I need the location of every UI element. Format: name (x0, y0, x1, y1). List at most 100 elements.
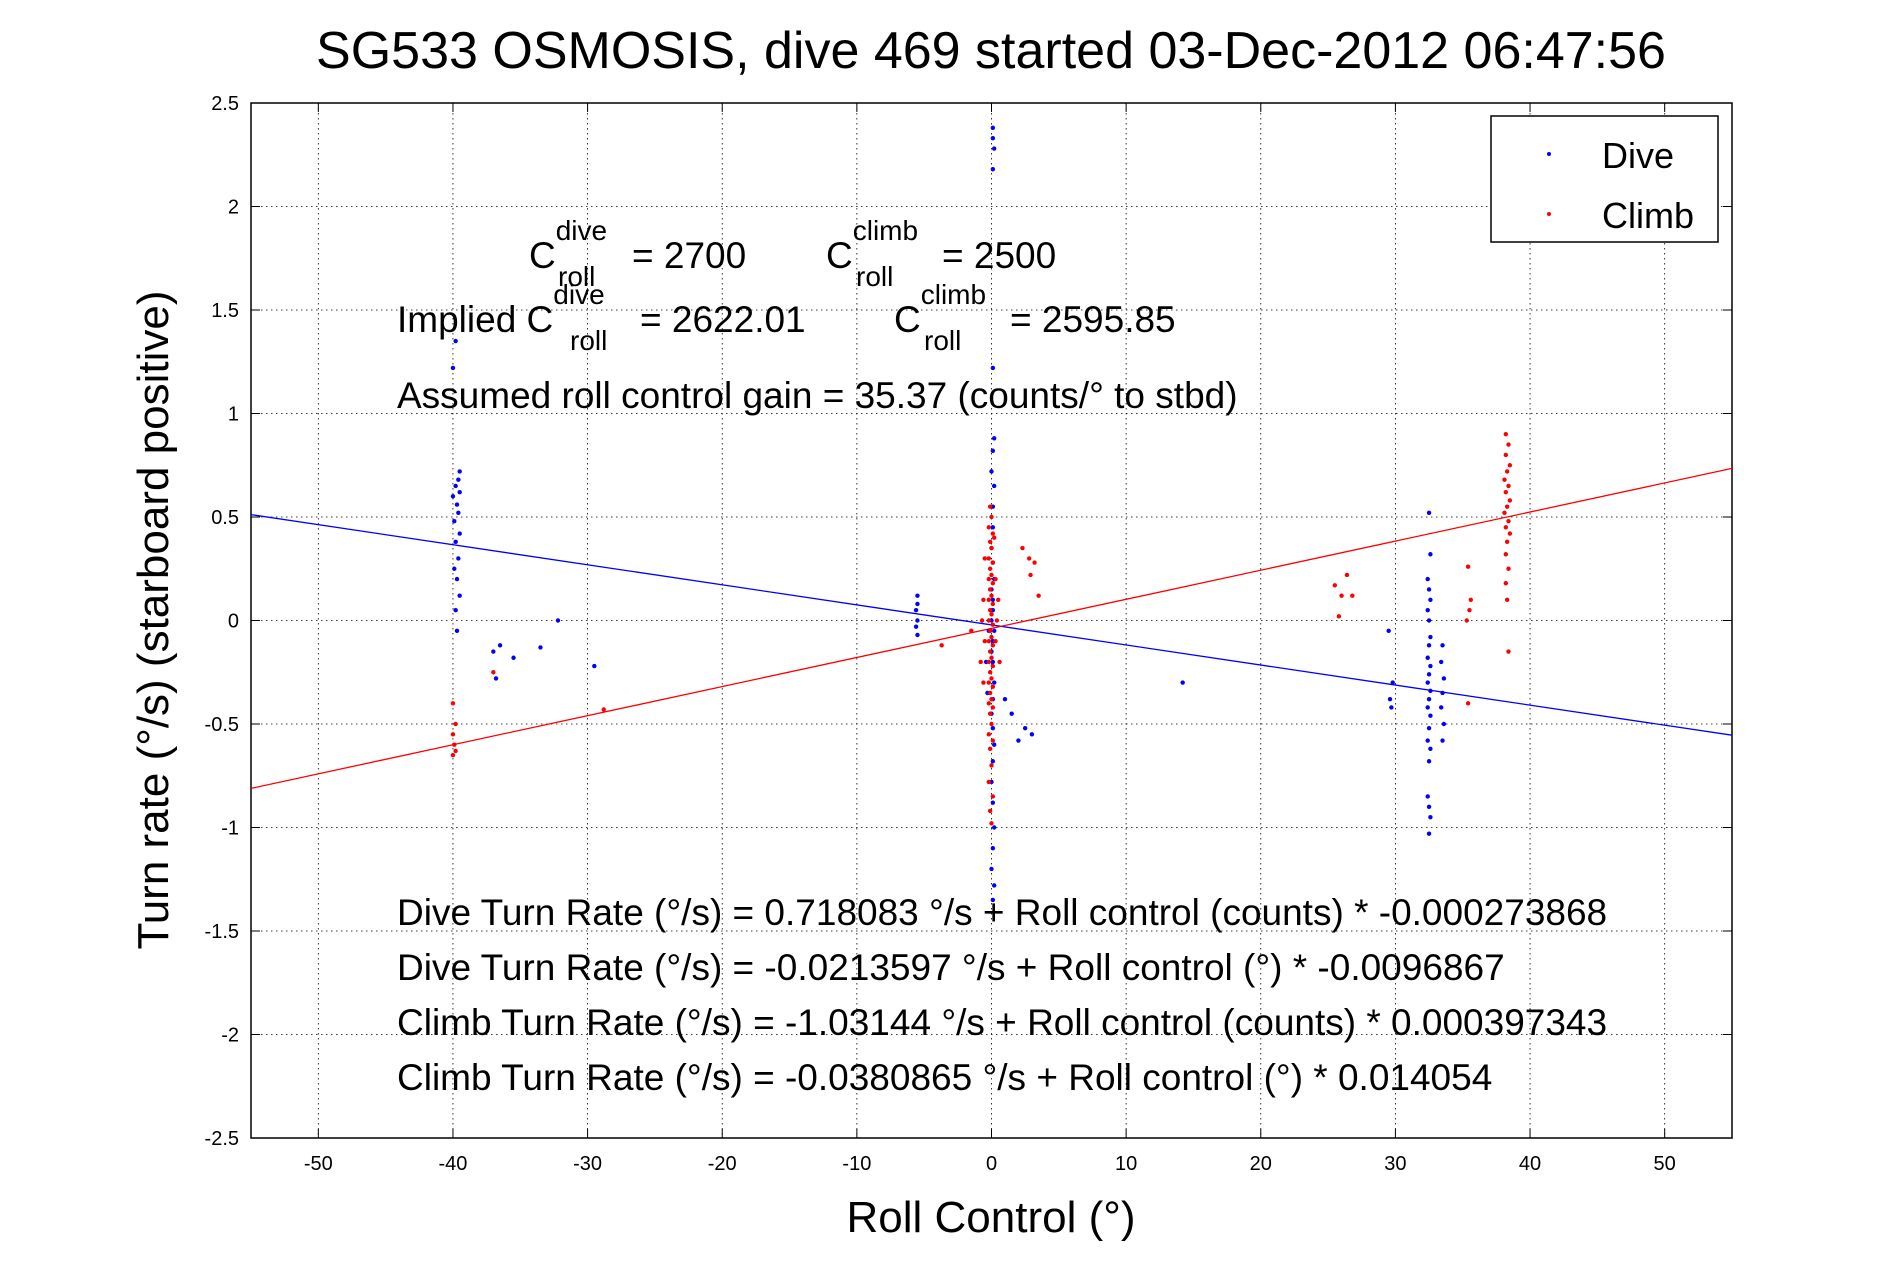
climb-point (989, 612, 994, 617)
dive-point (457, 531, 462, 536)
x-tick-label: 40 (1519, 1153, 1541, 1175)
climb-point (986, 779, 992, 785)
y-tick-label: -2.5 (205, 1128, 239, 1150)
dive-point (452, 518, 457, 524)
climb-point (989, 655, 994, 660)
dive-point (555, 618, 561, 623)
climb-point (982, 556, 987, 561)
climb-point (1344, 572, 1350, 578)
x-tick-label: -30 (573, 1153, 602, 1175)
x-tick-label: -20 (708, 1153, 737, 1175)
dive-point (456, 556, 461, 561)
dive-point (1425, 794, 1430, 799)
climb-point (986, 659, 992, 665)
dive-point (1440, 643, 1445, 648)
dive-point (457, 593, 462, 598)
y-tick-label: 2.5 (211, 93, 239, 115)
climb-point (987, 690, 993, 696)
dive-point (990, 759, 996, 764)
dive-point (1428, 663, 1433, 669)
dive-point (1425, 705, 1430, 710)
dive-point (1441, 721, 1447, 727)
climb-point (987, 649, 993, 654)
climb-point (450, 701, 456, 706)
y-tick-label: -0.5 (205, 714, 239, 736)
dive-point (991, 628, 997, 634)
series-dive (450, 125, 1447, 903)
dive-point (989, 866, 994, 872)
x-tick-label: 0 (986, 1153, 997, 1175)
climb-point (1506, 483, 1511, 489)
climb-point (989, 514, 994, 520)
x-tick-label: -50 (304, 1153, 333, 1175)
fit-line-climb (250, 467, 1733, 790)
equation-climb-degrees: Climb Turn Rate (°/s) = -0.0380865 °/s +… (397, 1057, 1492, 1098)
climb-point (981, 680, 986, 685)
legend-label-climb: Climb (1602, 195, 1694, 236)
legend-marker-climb (1547, 212, 1551, 216)
climb-point (1502, 477, 1507, 482)
climb-point (979, 618, 985, 623)
legend-label-dive: Dive (1602, 135, 1674, 176)
dive-point (1441, 676, 1447, 681)
y-tick-label: 1 (228, 404, 239, 426)
climb-point (989, 696, 994, 702)
dive-point (457, 469, 462, 474)
climb-point (990, 560, 996, 565)
dive-point (1387, 696, 1393, 702)
y-tick-label: 1.5 (211, 300, 239, 322)
dive-point (453, 607, 458, 613)
dive-point (990, 365, 996, 371)
climb-point (491, 670, 496, 675)
climb-point (989, 721, 994, 727)
climb-point (986, 597, 992, 602)
climb-point (1336, 614, 1342, 619)
dive-point (990, 846, 996, 851)
climb-point (1503, 432, 1509, 437)
climb-point (1503, 581, 1509, 586)
climb-point (1332, 583, 1338, 588)
climb-point (986, 701, 992, 706)
climb-point (986, 618, 992, 623)
x-tick-label: 50 (1654, 1153, 1676, 1175)
climb-point (1504, 539, 1510, 545)
climb-point (1503, 525, 1509, 530)
dive-point (989, 469, 994, 474)
climb-point (990, 684, 996, 689)
dive-point (1002, 696, 1008, 702)
climb-point (987, 711, 993, 716)
chart-title: SG533 OSMOSIS, dive 469 started 03-Dec-2… (316, 22, 1666, 80)
dive-point (1022, 725, 1028, 731)
climb-point (450, 752, 456, 758)
dive-point (990, 525, 996, 530)
climb-point (1028, 572, 1033, 578)
dive-point (1426, 510, 1432, 516)
climb-point (1502, 510, 1507, 516)
climb-point (986, 680, 992, 685)
climb-point (982, 639, 987, 644)
dive-point (454, 576, 460, 582)
dive-point (457, 489, 462, 495)
climb-point (1506, 566, 1511, 571)
climb-point (987, 587, 993, 592)
climb-point (993, 639, 998, 644)
dive-point (1426, 587, 1432, 592)
dive-point (991, 825, 997, 830)
dive-point (453, 539, 458, 545)
axis-ticks: -50 -40 -30 -20 -10 0 10 20 30 40 50-2.5-2-1.5-1-0… (205, 93, 1732, 1175)
annotations: Cdive roll= 2700 Cclimb roll= 2500 Implied… (397, 215, 1607, 1098)
dive-point (1438, 705, 1444, 710)
dive-point (1425, 576, 1430, 582)
legend-box (1490, 115, 1719, 243)
climb-point (990, 738, 996, 743)
y-tick-label: 0.5 (211, 507, 239, 529)
dive-point (1426, 725, 1432, 731)
dive-point (990, 167, 996, 172)
climb-point (989, 593, 994, 598)
implied-c-roll-dive: Implied Cdive roll= 2622.01 (397, 279, 806, 356)
dive-point (1426, 696, 1432, 702)
dive-point (450, 494, 456, 499)
climb-point (987, 628, 993, 634)
y-tick-label: -2 (221, 1025, 239, 1047)
dive-point (538, 645, 543, 650)
